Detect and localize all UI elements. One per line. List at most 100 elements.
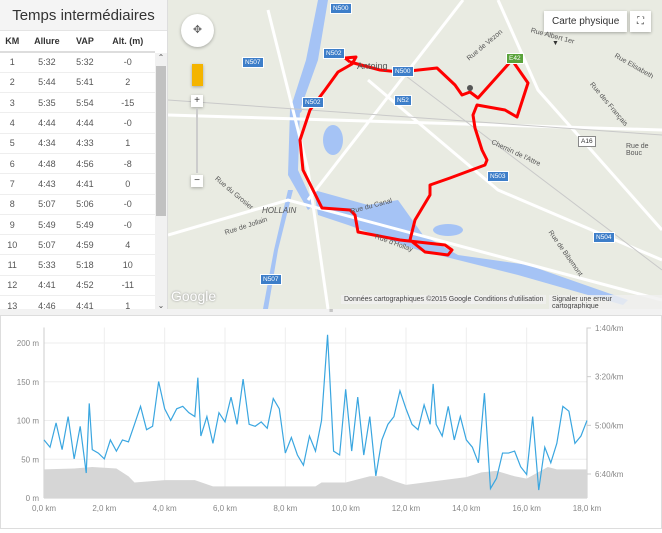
road-shield: N504 <box>593 232 615 243</box>
route-line <box>298 55 530 257</box>
splits-panel: Temps intermédiaires KM Allure VAP Alt. (m)… <box>0 0 168 317</box>
road-shield: N500 <box>392 66 414 77</box>
road-shield: N503 <box>487 171 509 182</box>
split-cell: -11 <box>100 275 155 297</box>
split-cell: 8 <box>0 194 25 215</box>
split-cell: 4:43 <box>24 173 70 195</box>
chart-svg: 0 m 50 m 100 m 150 m 200 m 0,0 km 2,0 km 4,0 km… <box>17 324 624 513</box>
road-shield: A16 <box>578 136 596 147</box>
split-cell: 5:06 <box>69 194 101 215</box>
road-shield: N52 <box>394 95 412 106</box>
map-attribution: Données cartographiques ©2015 Google <box>341 295 475 304</box>
split-cell: 4:41 <box>69 173 101 195</box>
split-row: 1 5:32 5:32 -0 <box>0 52 155 73</box>
split-row: 2 5:44 5:41 2 <box>0 72 155 94</box>
split-cell: -8 <box>100 153 155 175</box>
split-cell: 6 <box>0 153 25 175</box>
split-row: 5 4:34 4:33 1 <box>0 133 155 154</box>
split-cell: 5:32 <box>69 52 101 73</box>
split-cell: 0 <box>100 173 155 195</box>
y-right-tick-label: 1:40/km <box>595 324 624 333</box>
split-cell: 5:33 <box>24 254 70 276</box>
column-header: VAP <box>69 31 101 53</box>
road-shield: N502 <box>302 97 324 108</box>
split-cell: 4 <box>100 234 155 256</box>
split-cell: 5:32 <box>24 52 70 73</box>
elevation-pace-chart: 0 m 50 m 100 m 150 m 200 m 0,0 km 2,0 km 4,0 km… <box>0 315 662 529</box>
road-shield: N507 <box>260 274 282 285</box>
finish-flag-icon <box>467 85 473 91</box>
scrollbar-thumb[interactable] <box>156 66 166 216</box>
split-cell: 4:44 <box>69 112 101 134</box>
x-tick-label: 6,0 km <box>213 504 237 513</box>
map-type-dropdown[interactable]: Carte physique ▼ <box>544 11 627 47</box>
split-cell: 5:54 <box>69 92 101 114</box>
split-cell: 4 <box>0 112 25 134</box>
x-tick-label: 14,0 km <box>452 504 481 513</box>
map[interactable]: ✥ + − Carte physique ▼ ⛶ Antoing HOLLAIN… <box>168 0 662 309</box>
google-logo: Google <box>171 288 217 304</box>
y-right-tick-label: 5:00/km <box>595 421 624 430</box>
pan-control[interactable]: ✥ <box>181 14 214 47</box>
zoom-out-button[interactable]: − <box>191 175 203 187</box>
y-left-tick-label: 150 m <box>17 378 40 387</box>
x-tick-label: 18,0 km <box>573 504 602 513</box>
split-cell: 4:52 <box>69 275 101 297</box>
split-cell: 5:44 <box>24 72 70 94</box>
split-row: 8 5:07 5:06 -0 <box>0 194 155 215</box>
pace-line <box>43 334 588 491</box>
split-cell: 4:44 <box>24 112 70 134</box>
x-tick-label: 10,0 km <box>331 504 360 513</box>
split-row: 6 4:48 4:56 -8 <box>0 153 155 175</box>
split-cell: 5:18 <box>69 254 101 276</box>
split-cell: 5:35 <box>24 92 70 114</box>
y-left-tick-label: 50 m <box>21 455 39 464</box>
zoom-slider[interactable] <box>196 108 198 173</box>
split-cell: 2 <box>100 72 155 94</box>
y-right-tick-label: 3:20/km <box>595 373 624 382</box>
split-cell: 7 <box>0 173 25 195</box>
split-cell: 2 <box>0 72 25 94</box>
split-cell: 4:56 <box>69 153 101 175</box>
split-cell: -0 <box>100 112 155 134</box>
split-cell: 5:07 <box>24 194 70 215</box>
split-cell: 1 <box>0 52 25 73</box>
column-header: Allure <box>24 31 70 53</box>
resize-handle[interactable]: ≡ <box>0 308 662 315</box>
split-cell: 9 <box>0 214 25 236</box>
map-type-label: Carte physique <box>552 16 620 27</box>
scroll-up-icon[interactable]: ⌃ <box>157 53 165 62</box>
report-error-link[interactable]: Signaler une erreur cartographique <box>549 295 662 309</box>
altitude-area <box>44 467 587 498</box>
map-canvas <box>168 0 662 309</box>
road-shield: N500 <box>330 3 352 14</box>
road-shield: N507 <box>242 57 264 68</box>
zoom-in-button[interactable]: + <box>191 95 203 107</box>
split-row: 9 5:49 5:49 -0 <box>0 214 155 236</box>
split-cell: 5 <box>0 133 25 154</box>
split-cell: 4:48 <box>24 153 70 175</box>
split-cell: -15 <box>100 92 155 114</box>
map-label: Rue de Bouc <box>626 143 649 157</box>
split-row: 10 5:07 4:59 4 <box>0 234 155 256</box>
street-view-pegman-icon[interactable] <box>192 64 203 86</box>
split-cell: 4:59 <box>69 234 101 256</box>
split-cell: 4:33 <box>69 133 101 154</box>
x-tick-label: 12,0 km <box>392 504 421 513</box>
split-row: 7 4:43 4:41 0 <box>0 173 155 195</box>
split-cell: 11 <box>0 254 25 276</box>
splits-title: Temps intermédiaires <box>0 0 167 31</box>
map-label: Antoing <box>357 61 388 71</box>
split-row: 11 5:33 5:18 10 <box>0 254 155 276</box>
split-cell: 10 <box>100 254 155 276</box>
split-cell: 5:49 <box>69 214 101 236</box>
fullscreen-icon[interactable]: ⛶ <box>630 11 651 32</box>
splits-scrollbar[interactable]: ⌃ ⌄ <box>155 53 167 310</box>
split-cell: 5:49 <box>24 214 70 236</box>
split-cell: -0 <box>100 214 155 236</box>
scroll-down-icon[interactable]: ⌄ <box>157 301 165 310</box>
terms-link[interactable]: Conditions d'utilisation <box>471 295 547 304</box>
x-tick-label: 16,0 km <box>512 504 541 513</box>
y-left-tick-label: 200 m <box>17 339 40 348</box>
y-left-tick-label: 0 m <box>26 494 40 503</box>
